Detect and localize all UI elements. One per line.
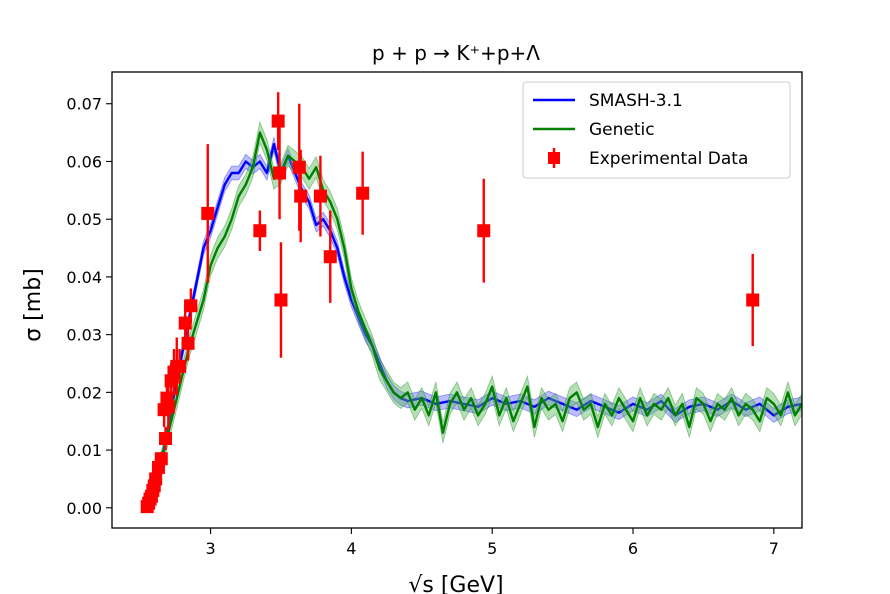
data-point xyxy=(161,400,175,414)
x-axis-label: √s [GeV] xyxy=(408,573,503,594)
line-smash-3-1 xyxy=(146,142,802,503)
legend-label-genetic: Genetic xyxy=(589,120,655,140)
data-point xyxy=(159,432,173,446)
x-tick-label: 3 xyxy=(205,539,215,558)
legend-label-experimental-data: Experimental Data xyxy=(589,149,748,169)
data-point xyxy=(356,186,370,200)
legend-label-smash-3-1: SMASH-3.1 xyxy=(589,91,683,111)
data-point xyxy=(201,206,215,220)
data-point xyxy=(323,250,337,264)
y-tick-label: 0.07 xyxy=(66,95,102,114)
band-genetic xyxy=(146,120,802,513)
data-point xyxy=(149,472,163,486)
data-point xyxy=(273,166,287,180)
x-tick-label: 5 xyxy=(487,539,497,558)
data-point xyxy=(184,299,198,313)
plot-area xyxy=(140,92,802,514)
y-tick-label: 0.00 xyxy=(66,499,102,518)
data-point xyxy=(271,114,285,128)
data-point xyxy=(154,452,168,466)
data-point xyxy=(746,293,760,307)
y-axis-label: σ [mb] xyxy=(21,268,46,342)
data-point xyxy=(274,293,288,307)
chart-title: p + p → K⁺+p+Λ xyxy=(372,41,540,65)
legend: SMASH-3.1 Genetic Experimental Data xyxy=(522,81,791,179)
data-point xyxy=(477,224,491,238)
x-tick-label: 7 xyxy=(769,539,779,558)
data-point xyxy=(253,224,267,238)
y-tick-label: 0.05 xyxy=(66,210,102,229)
band-smash-3-1 xyxy=(146,137,802,510)
data-point xyxy=(173,359,187,373)
y-tick-label: 0.04 xyxy=(66,268,102,287)
data-point xyxy=(313,189,327,203)
line-genetic xyxy=(146,131,802,503)
y-tick-label: 0.06 xyxy=(66,152,102,171)
legend-box xyxy=(522,81,791,179)
x-tick-label: 4 xyxy=(346,539,356,558)
plot-frame xyxy=(111,71,803,529)
y-tick-label: 0.01 xyxy=(66,441,102,460)
legend-swatch-experimental-data xyxy=(548,152,560,164)
y-tick-label: 0.02 xyxy=(66,383,102,402)
data-point xyxy=(181,336,195,350)
data-point xyxy=(292,160,306,174)
data-point xyxy=(294,189,308,203)
x-tick-label: 6 xyxy=(628,539,638,558)
y-tick-label: 0.03 xyxy=(66,326,102,345)
